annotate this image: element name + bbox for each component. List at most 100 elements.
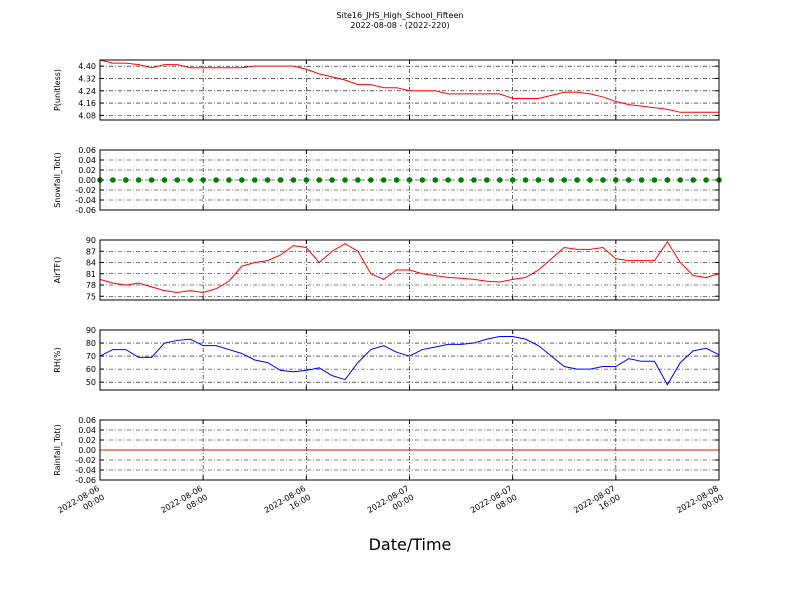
- data-point: [213, 177, 219, 183]
- y-tick-label: 81: [86, 270, 96, 279]
- data-point: [419, 177, 426, 183]
- data-point: [613, 177, 619, 183]
- data-point: [135, 177, 142, 183]
- y-tick-label: 90: [86, 326, 96, 335]
- data-point: [226, 177, 232, 183]
- data-point: [368, 177, 374, 183]
- data-point: [110, 177, 116, 183]
- y-tick-label: -0.02: [75, 186, 96, 195]
- y-tick-label: 0.00: [78, 176, 96, 185]
- y-tick-label: 4.08: [78, 111, 96, 120]
- data-point: [471, 177, 477, 183]
- x-tick-label: 2022-08-0700:00: [366, 484, 416, 524]
- plot-frame: [99, 329, 720, 391]
- data-point: [548, 177, 555, 183]
- data-point: [638, 177, 645, 183]
- data-point: [703, 177, 709, 183]
- plot-frame: [99, 239, 720, 301]
- data-point: [574, 177, 580, 183]
- data-point: [277, 177, 284, 183]
- y-tick-label: 0.02: [78, 436, 96, 445]
- data-point: [690, 177, 697, 183]
- data-point: [174, 177, 181, 183]
- y-tick-label: -0.04: [75, 466, 96, 475]
- data-point: [393, 177, 400, 183]
- y-tick-label: -0.02: [75, 456, 96, 465]
- y-tick-label: 78: [86, 281, 96, 290]
- x-axis-label: Date/Time: [369, 535, 452, 554]
- y-tick-label: 0.04: [78, 426, 96, 435]
- data-point: [496, 177, 503, 183]
- y-tick-label: 0.02: [78, 166, 96, 175]
- plot-frame: [99, 149, 720, 211]
- y-tick-label: -0.06: [75, 476, 96, 485]
- data-point: [161, 177, 168, 183]
- data-point: [342, 177, 348, 183]
- data-point: [290, 177, 297, 183]
- x-tick-label: 2022-08-0616:00: [263, 484, 313, 524]
- data-point: [587, 177, 593, 183]
- y-tick-label: -0.04: [75, 196, 96, 205]
- y-tick-label: 50: [86, 378, 96, 387]
- data-line: [99, 240, 720, 294]
- data-line: [99, 336, 720, 386]
- data-point: [251, 177, 258, 183]
- x-tick-label: 2022-08-0716:00: [572, 484, 622, 524]
- y-axis-label: P(unitless): [53, 69, 62, 111]
- data-point: [535, 177, 542, 183]
- y-tick-label: 60: [86, 365, 96, 374]
- y-axis-label: AirTF(): [53, 257, 62, 284]
- y-tick-label: 90: [86, 236, 96, 245]
- data-point: [509, 177, 516, 183]
- y-tick-label: 80: [86, 339, 96, 348]
- data-point: [200, 177, 206, 183]
- y-tick-label: 70: [86, 352, 96, 361]
- chart-subtitle: 2022-08-08 - (2022-220): [350, 21, 449, 30]
- data-point: [239, 177, 245, 183]
- y-axis-label: Rainfall_Tot(): [53, 424, 62, 476]
- x-tick-label: 2022-08-0600:00: [56, 484, 106, 524]
- data-point: [264, 177, 271, 183]
- plot-frame: [99, 419, 720, 481]
- y-tick-label: 4.16: [78, 99, 96, 108]
- data-point: [432, 177, 439, 183]
- data-point: [522, 177, 529, 183]
- data-point: [148, 177, 155, 183]
- y-tick-label: 0.06: [78, 146, 96, 155]
- data-line: [99, 59, 719, 113]
- data-point: [458, 177, 464, 183]
- data-point: [651, 177, 658, 183]
- data-point: [625, 177, 632, 183]
- data-point: [445, 177, 451, 183]
- y-tick-label: 4.40: [78, 62, 96, 71]
- data-point: [303, 177, 310, 183]
- chart-title: Site16_JHS_High_School_Fifteen: [337, 11, 464, 20]
- data-point: [355, 177, 361, 183]
- y-tick-label: 84: [86, 259, 96, 268]
- data-point: [677, 177, 684, 183]
- y-tick-label: 0.06: [78, 416, 96, 425]
- data-point: [329, 177, 335, 183]
- y-tick-label: -0.06: [75, 206, 96, 215]
- x-tick-label: 2022-08-0800:00: [675, 484, 725, 524]
- data-point: [187, 177, 194, 183]
- y-tick-label: 75: [86, 292, 96, 301]
- data-point: [484, 177, 490, 183]
- data-point: [561, 177, 568, 183]
- y-tick-label: 87: [86, 247, 96, 256]
- y-tick-label: 4.24: [78, 87, 96, 96]
- data-point: [406, 177, 413, 183]
- y-tick-label: 4.32: [78, 74, 96, 83]
- plot-frame: [99, 59, 720, 121]
- data-point: [316, 177, 323, 183]
- data-point: [122, 177, 129, 183]
- y-axis-label: Snowfall_Tot(): [53, 152, 62, 208]
- x-tick-label: 2022-08-0608:00: [159, 484, 209, 524]
- y-axis-label: RH(%): [53, 347, 62, 372]
- data-point: [380, 177, 387, 183]
- y-tick-label: 0.04: [78, 156, 96, 165]
- data-point: [664, 177, 671, 183]
- x-tick-label: 2022-08-0708:00: [469, 484, 519, 524]
- data-point: [600, 177, 606, 183]
